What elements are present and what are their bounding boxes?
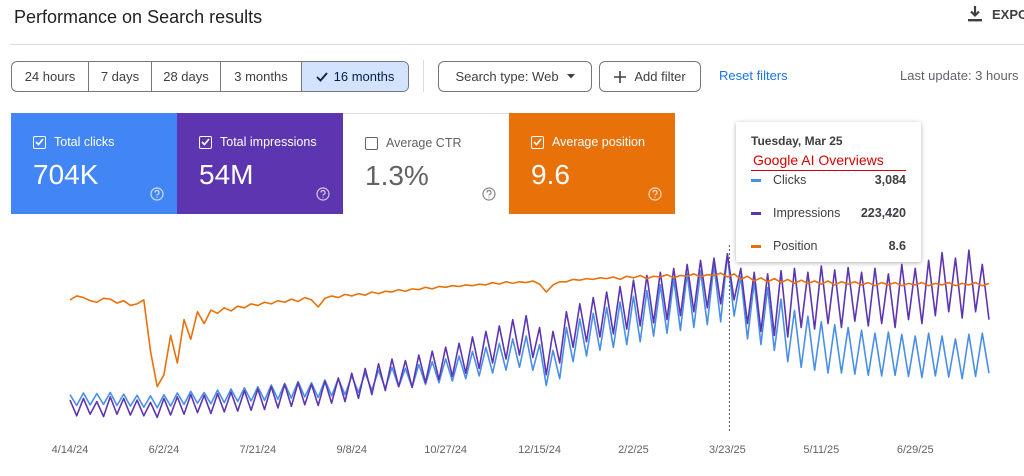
series-line — [69, 253, 990, 409]
annotation-underline — [751, 170, 906, 171]
date-range-label: 24 hours — [24, 69, 76, 84]
card-label: Total clicks — [54, 135, 115, 149]
x-tick-label: 7/21/24 — [239, 444, 276, 456]
help-mark — [320, 189, 326, 198]
date-range-label: 28 days — [163, 69, 209, 84]
card-label: Average CTR — [386, 136, 462, 150]
help-mark — [486, 189, 492, 198]
help-icon — [648, 187, 662, 201]
chart-tooltip: Tuesday, Mar 25 Google AI Overviews Clic… — [736, 122, 921, 262]
help-circle — [316, 187, 330, 201]
series-swatch — [751, 211, 761, 215]
series-swatch — [751, 178, 761, 182]
series-name: Clicks — [773, 173, 807, 187]
date-range-button[interactable]: 3 months — [220, 62, 301, 91]
help-circle — [150, 187, 164, 201]
check-path — [533, 138, 542, 146]
checkbox-check — [35, 138, 44, 146]
check-icon — [316, 71, 328, 82]
reset-filters-link[interactable]: Reset filters — [719, 68, 788, 83]
plus-icon — [614, 70, 627, 83]
date-range-label: 3 months — [234, 69, 288, 84]
x-tick-label: 4/14/24 — [52, 444, 89, 456]
card-value: 54M — [199, 159, 254, 190]
date-range-label: 7 days — [100, 69, 140, 84]
download-icon — [968, 6, 982, 22]
search-type-label: Search type: Web — [455, 69, 559, 84]
x-tick-label: 6/2/24 — [149, 444, 180, 456]
card-header: Average position — [531, 135, 645, 149]
metric-card[interactable]: Average position 9.6 — [509, 113, 675, 214]
tooltip-row: Clicks 3,084 — [751, 172, 906, 188]
checkbox — [33, 135, 46, 149]
series-name: Position — [773, 239, 818, 253]
checkbox-check — [201, 138, 210, 146]
last-update: Last update: 3 hours — [900, 68, 1019, 83]
date-range-button[interactable]: 24 hours — [12, 62, 88, 91]
search-type-button[interactable]: Search type: Web — [438, 61, 592, 92]
series-swatch — [751, 244, 761, 248]
card-header: Total clicks — [33, 135, 114, 149]
metric-card[interactable]: Total clicks 704K — [11, 113, 177, 214]
date-range-button[interactable]: 16 months — [301, 62, 408, 91]
series-line — [69, 249, 990, 419]
page-title: Performance on Search results — [14, 7, 263, 27]
check-path — [316, 71, 328, 82]
help-circle — [648, 187, 662, 201]
help-mark — [154, 189, 160, 198]
card-label: Total impressions — [220, 135, 317, 149]
series-value: 8.6 — [888, 239, 906, 253]
metric-card[interactable]: Total impressions 54M — [177, 113, 343, 214]
checkbox — [531, 135, 544, 149]
series-name: Impressions — [773, 206, 841, 220]
tooltip-row: Position 8.6 — [751, 238, 906, 254]
card-label: Average position — [552, 135, 645, 149]
series-value: 3,084 — [874, 173, 906, 187]
annotation: Google AI Overviews — [753, 152, 884, 168]
metric-card[interactable]: Average CTR 1.3% — [343, 113, 509, 214]
x-tick-label: 2/2/25 — [618, 444, 649, 456]
date-range-button[interactable]: 7 days — [88, 62, 151, 91]
checkbox — [365, 136, 378, 150]
x-tick-label: 5/11/25 — [803, 444, 839, 456]
x-tick-label: 6/29/25 — [897, 444, 934, 456]
add-filter-button[interactable]: Add filter — [599, 61, 701, 92]
date-range-label: 16 months — [333, 69, 395, 84]
tooltip-date: Tuesday, Mar 25 — [751, 134, 843, 148]
card-value: 704K — [33, 159, 99, 190]
help-circle — [482, 187, 496, 201]
help-icon — [150, 187, 164, 201]
card-header: Total impressions — [199, 135, 317, 149]
toolbar-divider — [423, 60, 424, 92]
x-tick-label: 12/15/24 — [518, 444, 561, 456]
date-range-button[interactable]: 28 days — [151, 62, 220, 91]
check-path — [201, 138, 210, 146]
check-path — [35, 138, 44, 146]
series-value: 223,420 — [860, 206, 906, 220]
header-divider — [10, 44, 1024, 45]
date-range-group: 24 hours 7 days 28 days 3 months 16 months — [11, 61, 409, 92]
card-value: 1.3% — [365, 160, 429, 191]
help-icon — [482, 187, 496, 201]
checkbox — [199, 135, 212, 149]
tooltip-row: Impressions 223,420 — [751, 205, 906, 221]
x-tick-label: 9/8/24 — [336, 444, 367, 456]
x-tick-label: 3/23/25 — [709, 444, 746, 456]
card-header: Average CTR — [365, 136, 462, 150]
help-icon — [316, 187, 330, 201]
add-filter-label: Add filter — [634, 69, 686, 84]
card-value: 9.6 — [531, 159, 570, 190]
dropdown-icon — [566, 74, 575, 79]
export-label: EXPO — [992, 6, 1024, 22]
x-tick-label: 10/27/24 — [424, 444, 467, 456]
checkbox-check — [533, 138, 542, 146]
export-button[interactable]: EXPO — [968, 6, 1024, 22]
series-line — [69, 272, 990, 388]
help-mark — [652, 189, 658, 198]
